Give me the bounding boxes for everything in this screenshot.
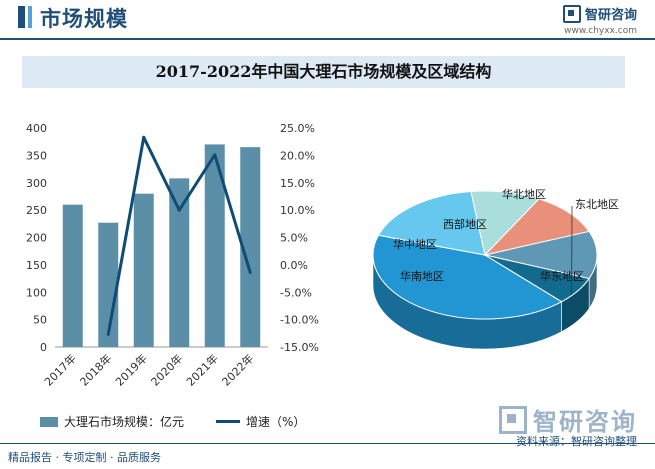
- growth-point: [142, 135, 146, 139]
- y-left-tick-label: 150: [26, 259, 47, 272]
- source-note: 资料来源：智研咨询整理: [516, 435, 637, 448]
- bar-line-chart: 0 50 100 150 200 250 300 350 400 -15.0% -10.0% -5.0…: [26, 122, 319, 389]
- y-right-tick-label: -5.0%: [280, 286, 312, 299]
- y-right-tick-label: 20.0%: [280, 149, 315, 162]
- y-left-tick-label: 200: [26, 232, 47, 245]
- pie-slice: [377, 190, 486, 256]
- growth-point: [248, 271, 252, 275]
- chart-legend: 大理石市场规模：亿元 增速（%）: [40, 413, 305, 430]
- footer-divider: [0, 443, 655, 444]
- bar: [169, 178, 190, 347]
- growth-point: [177, 208, 181, 212]
- bar: [240, 147, 261, 347]
- header-accent-bar: [18, 6, 25, 28]
- section-title: 市场规模: [40, 7, 128, 31]
- legend-line-swatch: [216, 420, 241, 423]
- brand: 智研咨询: [562, 4, 637, 23]
- y-left-tick-label: 0: [40, 341, 47, 354]
- footer-logo-icon: [499, 405, 527, 434]
- y-left-tick-label: 350: [26, 149, 47, 162]
- pie-slice-label: 华东地区: [540, 269, 584, 283]
- growth-point: [213, 153, 217, 157]
- x-tick-label: 2019年: [112, 351, 149, 388]
- x-tick-label: 2021年: [183, 351, 220, 388]
- bar: [98, 222, 119, 347]
- pie-slice: [483, 198, 590, 256]
- x-tick-label: 2018年: [77, 351, 114, 388]
- bar: [133, 193, 154, 347]
- pie-slice-label: 华北地区: [502, 187, 546, 201]
- bar: [62, 204, 83, 347]
- y-right-tick-label: 25.0%: [280, 122, 315, 135]
- y-right-tick-label: 15.0%: [280, 177, 315, 190]
- y-left-tick-label: 250: [26, 204, 47, 217]
- brand-name: 智研咨询: [584, 8, 637, 23]
- legend-bar-label: 大理石市场规模：亿元: [64, 415, 185, 429]
- bar: [204, 144, 225, 347]
- legend-bar-swatch: [40, 416, 58, 427]
- chart-title-band: 2017-2022年中国大理石市场规模及区域结构: [22, 56, 625, 88]
- brand-url: www.chyxx.com: [564, 26, 637, 36]
- y-left-tick-label: 100: [26, 286, 47, 299]
- pie-slice-label: 华南地区: [400, 269, 444, 283]
- y-right-tick-label: 5.0%: [280, 232, 308, 245]
- pie-slice-label: 东北地区: [575, 198, 619, 211]
- header: 市场规模 智研咨询 www.chyxx.com: [0, 0, 655, 44]
- header-accent-bar-light: [28, 6, 32, 28]
- chart-title: 2017-2022年中国大理石市场规模及区域结构: [155, 62, 492, 81]
- footer-brand-name: 智研咨询: [533, 408, 637, 436]
- pie-slice: [484, 254, 590, 303]
- legend-line-label: 增速（%）: [246, 415, 306, 429]
- brand-logo-icon: [562, 4, 581, 23]
- pie-slice-label: 西部地区: [443, 217, 487, 231]
- y-right-tick-label: 10.0%: [280, 204, 315, 217]
- y-right-tick-label: -15.0%: [280, 341, 319, 354]
- x-tick-label: 2022年: [219, 351, 256, 388]
- growth-point: [106, 332, 110, 336]
- y-left-tick-label: 300: [26, 177, 47, 190]
- x-tick-label: 2020年: [148, 351, 185, 388]
- y-right-tick-label: 0.0%: [280, 259, 308, 272]
- pie-slice: [484, 230, 598, 280]
- y-left-tick-label: 50: [33, 314, 47, 327]
- header-divider: [0, 38, 655, 40]
- x-tick-label: 2017年: [41, 351, 78, 388]
- pie-slice-label: 华中地区: [393, 237, 437, 251]
- footer-brand: 智研咨询: [499, 402, 637, 437]
- y-right-tick-label: -10.0%: [280, 314, 319, 327]
- pie-slice: [372, 234, 563, 320]
- footer-tagline: 精品报告 · 专项定制 · 品质服务: [8, 451, 161, 464]
- y-left-tick-label: 400: [26, 122, 47, 135]
